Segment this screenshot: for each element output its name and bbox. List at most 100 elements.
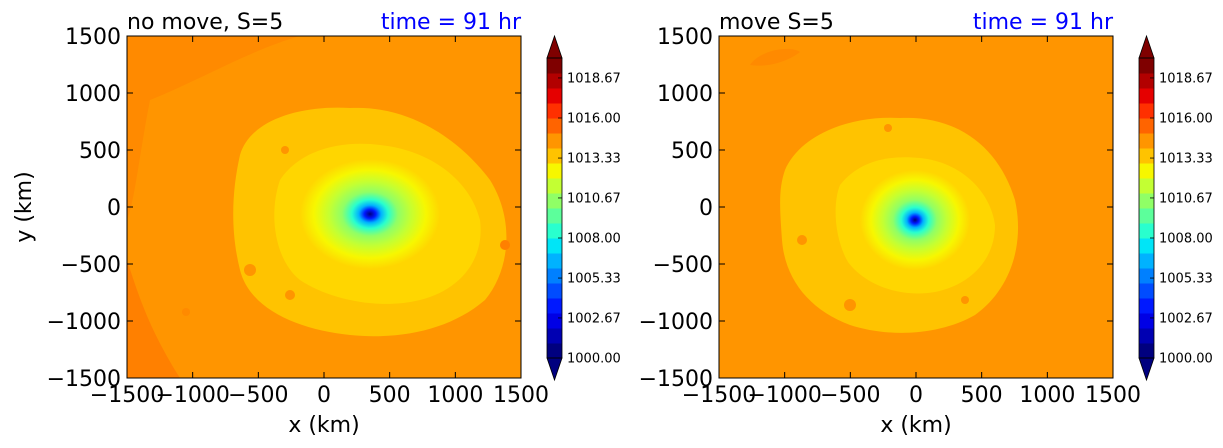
colorbar-tick-label: 1016.00 — [1159, 112, 1213, 127]
y-tick-label: 1000 — [65, 82, 121, 107]
colorbar-segment — [547, 253, 562, 269]
cyclone-core — [300, 159, 440, 269]
x-axis-label-panel1: x (km) — [288, 413, 359, 438]
colorbar-segment — [1139, 253, 1154, 269]
pressure-cell — [797, 235, 807, 245]
colorbar-panel1: 1018.67 1016.00 1013.33 1010.67 1008.00 1005.… — [546, 34, 621, 382]
colorbar-segment — [1139, 88, 1154, 104]
high-pressure-region-nw — [127, 36, 300, 220]
colorbar-tick-label: 1018.67 — [1159, 71, 1213, 86]
colorbar-segment — [1139, 148, 1154, 164]
y-tick-label: 0 — [107, 196, 121, 221]
pressure-cell — [244, 264, 256, 276]
colorbar-extend-min — [546, 357, 563, 382]
colorbar-segment — [1139, 328, 1154, 344]
colorbar-segment — [547, 268, 562, 284]
colorbar-segment — [1139, 103, 1154, 119]
y-tick-label: 1000 — [657, 82, 713, 107]
colorbar-tick-label: 1000.00 — [567, 352, 621, 367]
colorbar-tick-label: 1013.33 — [567, 152, 621, 167]
x-tick-label: 500 — [961, 383, 1003, 408]
colorbar-segment — [1139, 223, 1154, 239]
colorbar-segment — [547, 328, 562, 344]
pressure-cell — [844, 299, 856, 311]
colorbar-segment — [1139, 313, 1154, 329]
y-tick-label: −1500 — [639, 367, 713, 392]
colorbar-segment — [1139, 343, 1154, 359]
pressure-cell — [285, 290, 295, 300]
x-tick-label: −1000 — [747, 383, 821, 408]
colorbar-segment — [547, 343, 562, 359]
colorbar-segment — [547, 298, 562, 314]
x-tick-label: 1000 — [427, 383, 483, 408]
ticks-panel2: −1500−1000−500 0 500 1000 1500150010005000−5… — [639, 25, 1141, 408]
x-tick-label: 1000 — [1019, 383, 1075, 408]
title-left-panel1: no move, S=5 — [127, 10, 283, 35]
y-tick-label: 1500 — [657, 25, 713, 50]
pressure-cell — [884, 124, 892, 132]
high-pressure-region-sw — [127, 260, 180, 378]
x-tick-label: 0 — [317, 383, 331, 408]
colorbar-tick-label: 1005.33 — [1159, 272, 1213, 287]
y-tick-label: 0 — [699, 196, 713, 221]
colorbar-segment — [547, 163, 562, 179]
colorbar-tick-label: 1016.00 — [567, 112, 621, 127]
colorbar-segment — [547, 88, 562, 104]
colorbar-extend-max — [546, 34, 563, 59]
colorbar-segment — [547, 193, 562, 209]
y-tick-label: 1500 — [65, 25, 121, 50]
colorbar-tick-label: 1008.00 — [1159, 232, 1213, 247]
colorbar-segment — [547, 103, 562, 119]
x-tick-label: 1500 — [493, 383, 549, 408]
colorbar-segment — [547, 208, 562, 224]
colorbar-segment — [1139, 193, 1154, 209]
colorbar-segment — [1139, 208, 1154, 224]
y-tick-label: −1000 — [47, 310, 121, 335]
colorbar-tick-label: 1010.67 — [1159, 191, 1213, 206]
colorbar-tick-label: 1010.67 — [567, 191, 621, 206]
colorbar-segment — [1139, 133, 1154, 149]
colorbar-extend-max — [1138, 34, 1155, 59]
colorbar-segment — [547, 313, 562, 329]
colorbar-segment — [547, 283, 562, 299]
colorbar-tick-label: 1018.67 — [567, 71, 621, 86]
colorbar-segment — [547, 223, 562, 239]
x-tick-label: −1500 — [682, 383, 756, 408]
x-tick-label: 1500 — [1085, 383, 1141, 408]
colorbar-segment — [1139, 238, 1154, 254]
colorbar-tick-label: 1005.33 — [567, 272, 621, 287]
pressure-cell — [500, 240, 510, 250]
colorbar-segment — [1139, 163, 1154, 179]
cyclone-core — [860, 170, 970, 270]
colorbar-segment — [1139, 58, 1154, 74]
x-tick-label: −1500 — [90, 383, 164, 408]
colorbar-tick-label: 1002.67 — [567, 311, 621, 326]
pressure-cell — [182, 308, 190, 316]
colorbar-segment — [1139, 73, 1154, 89]
colorbar-frame — [1138, 57, 1155, 359]
colorbar-segment — [1139, 298, 1154, 314]
x-tick-label: 500 — [369, 383, 411, 408]
pressure-cell — [281, 146, 289, 154]
colorbar-segment — [547, 178, 562, 194]
colorbar-segment — [547, 118, 562, 134]
title-right-panel2: time = 91 hr — [973, 10, 1114, 35]
plot-area-left — [127, 36, 521, 378]
y-tick-label: 500 — [671, 139, 713, 164]
colorbar-panel2: 1018.67 1016.00 1013.33 1010.67 1008.00 1005.… — [1138, 34, 1213, 382]
plot-area-right — [719, 36, 1113, 378]
title-left-panel2: move S=5 — [719, 10, 834, 35]
x-tick-label: −500 — [820, 383, 880, 408]
colorbar-tick-label: 1013.33 — [1159, 152, 1213, 167]
x-axis-label-panel2: x (km) — [880, 413, 951, 438]
colorbar-tick-label: 1008.00 — [567, 232, 621, 247]
colorbar-tick-label: 1002.67 — [1159, 311, 1213, 326]
colorbar-segment — [1139, 178, 1154, 194]
colorbar-segment — [547, 58, 562, 74]
colorbar-extend-min — [1138, 357, 1155, 382]
colorbar-segment — [1139, 268, 1154, 284]
high-pressure-region-nw — [750, 48, 800, 66]
y-tick-label: 500 — [79, 139, 121, 164]
colorbar-segment — [547, 238, 562, 254]
